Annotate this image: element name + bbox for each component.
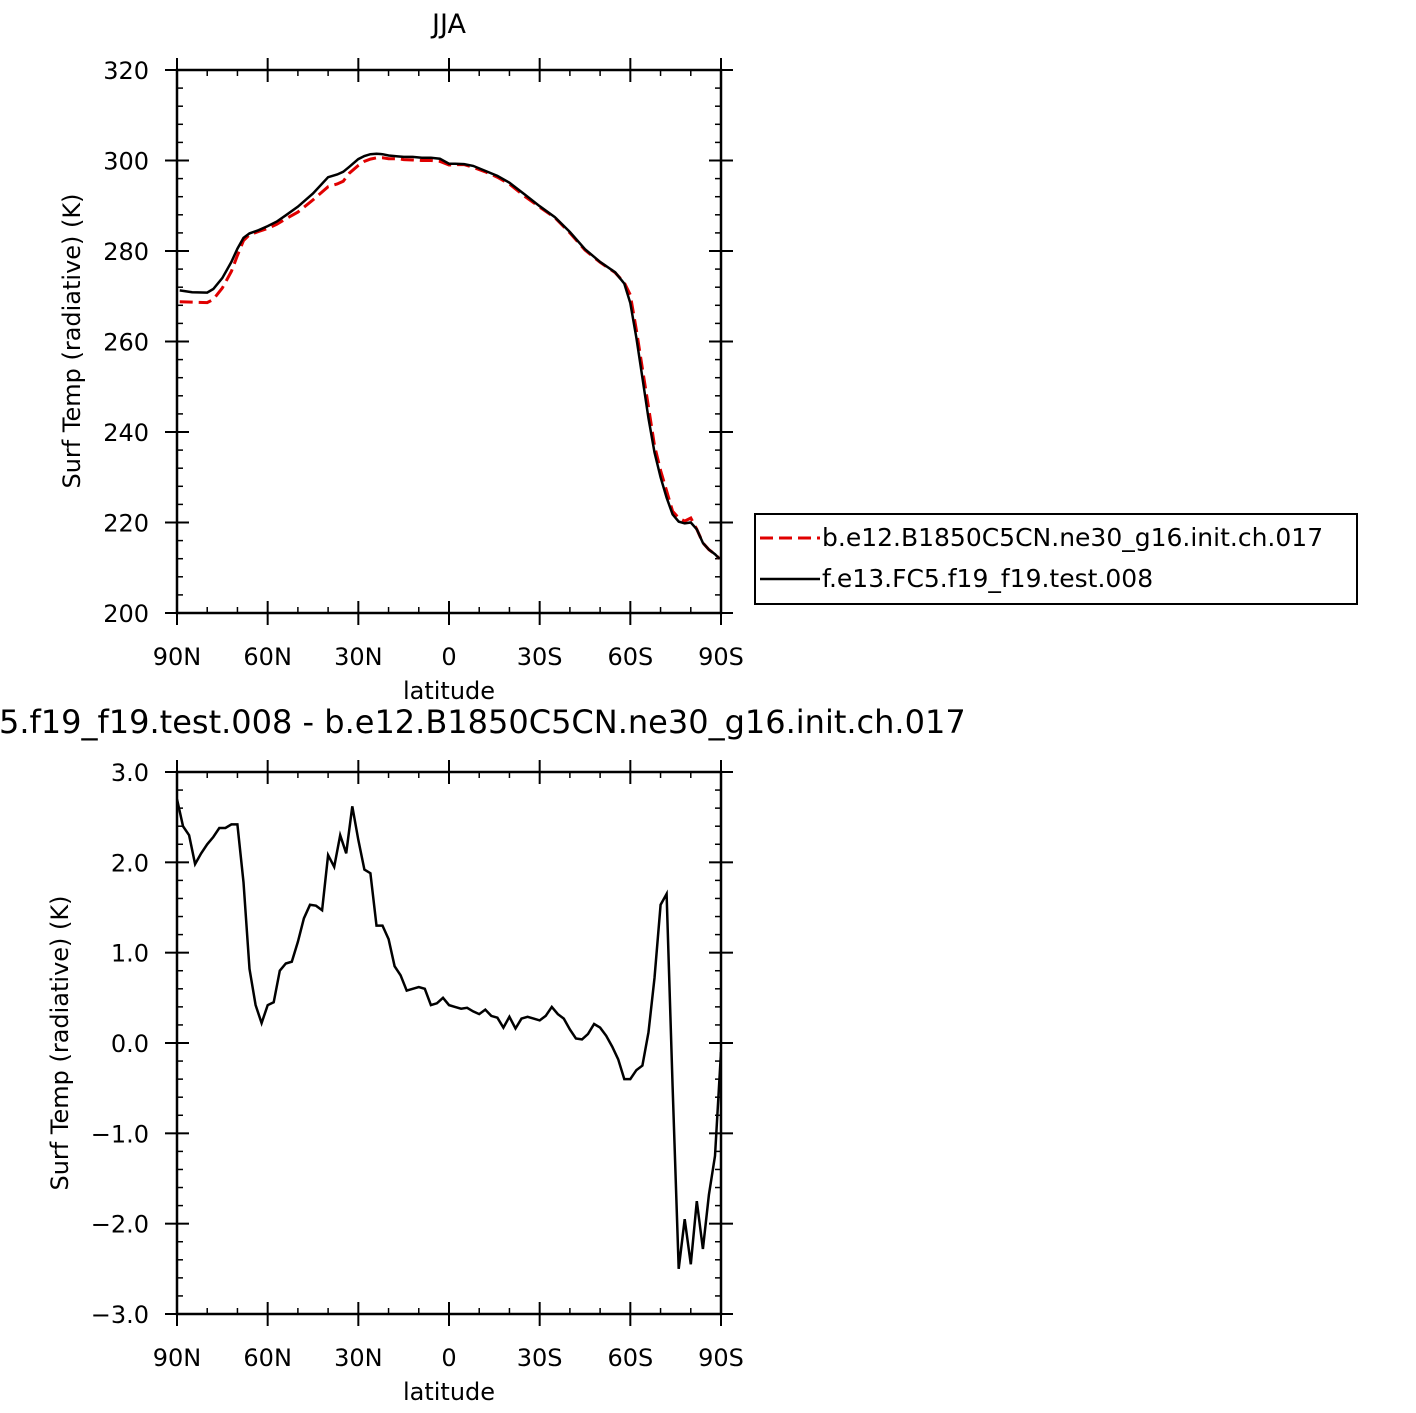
x-tick-label: 60S bbox=[607, 1344, 653, 1372]
legend-box bbox=[754, 513, 1358, 605]
y-tick-label: 200 bbox=[103, 600, 149, 628]
x-tick-label: 90N bbox=[153, 1344, 202, 1372]
y-tick-label: −3.0 bbox=[91, 1301, 149, 1329]
y-tick-label: 320 bbox=[103, 57, 149, 85]
bottom-x-axis-title: latitude bbox=[403, 1378, 495, 1406]
y-tick-label: 260 bbox=[103, 329, 149, 357]
y-tick-label: 300 bbox=[103, 148, 149, 176]
y-tick-label: −1.0 bbox=[91, 1120, 149, 1148]
top-series-line-control bbox=[179, 156, 721, 560]
bottom-ticks bbox=[165, 760, 733, 1326]
legend-label-control: b.e12.B1850C5CN.ne30_g16.init.ch.017 bbox=[822, 523, 1323, 552]
bottom-series-line-difference bbox=[177, 798, 721, 1269]
x-tick-label: 30S bbox=[517, 1344, 563, 1372]
top-x-axis-title: latitude bbox=[403, 677, 495, 705]
x-tick-label: 90S bbox=[698, 1344, 744, 1372]
top-panel: JJA 200 220 240 260 280 300 320 90N 60N 30N 0 30S 6… bbox=[58, 9, 744, 705]
x-tick-label: 60N bbox=[243, 1344, 292, 1372]
y-tick-label: 220 bbox=[103, 510, 149, 538]
top-panel-title: JJA bbox=[430, 9, 466, 40]
top-y-tick-labels: 200 220 240 260 280 300 320 bbox=[103, 57, 149, 628]
bottom-y-axis-title: Surf Temp (radiative) (K) bbox=[46, 895, 74, 1190]
top-series-line-test bbox=[179, 152, 721, 560]
top-ticks bbox=[165, 58, 733, 625]
bottom-y-tick-labels: −3.0 −2.0 −1.0 0.0 1.0 2.0 3.0 bbox=[91, 759, 149, 1329]
x-tick-label: 60N bbox=[243, 643, 292, 671]
y-tick-label: −2.0 bbox=[91, 1211, 149, 1239]
y-tick-label: 3.0 bbox=[111, 759, 149, 787]
bottom-panel-title: 5.f19_f19.test.008 - b.e12.B1850C5CN.ne3… bbox=[0, 703, 966, 741]
bottom-plot-frame bbox=[175, 770, 723, 1316]
x-tick-label: 30N bbox=[334, 643, 383, 671]
bottom-panel: 5.f19_f19.test.008 - b.e12.B1850C5CN.ne3… bbox=[0, 703, 966, 1406]
legend-label-test: f.e13.FC5.f19_f19.test.008 bbox=[822, 564, 1153, 593]
y-tick-label: 1.0 bbox=[111, 940, 149, 968]
x-tick-label: 30S bbox=[517, 643, 563, 671]
top-x-tick-labels: 90N 60N 30N 0 30S 60S 90S bbox=[153, 643, 744, 671]
y-tick-label: 280 bbox=[103, 238, 149, 266]
x-tick-label: 0 bbox=[441, 643, 456, 671]
top-plot-frame bbox=[175, 68, 723, 615]
bottom-x-tick-labels: 90N 60N 30N 0 30S 60S 90S bbox=[153, 1344, 744, 1372]
y-tick-label: 0.0 bbox=[111, 1030, 149, 1058]
y-tick-label: 2.0 bbox=[111, 849, 149, 877]
x-tick-label: 90S bbox=[698, 643, 744, 671]
x-tick-label: 90N bbox=[153, 643, 202, 671]
y-tick-label: 240 bbox=[103, 419, 149, 447]
x-tick-label: 30N bbox=[334, 1344, 383, 1372]
x-tick-label: 0 bbox=[441, 1344, 456, 1372]
legend: b.e12.B1850C5CN.ne30_g16.init.ch.017 f.e… bbox=[754, 513, 1358, 605]
x-tick-label: 60S bbox=[607, 643, 653, 671]
top-y-axis-title: Surf Temp (radiative) (K) bbox=[58, 193, 86, 488]
